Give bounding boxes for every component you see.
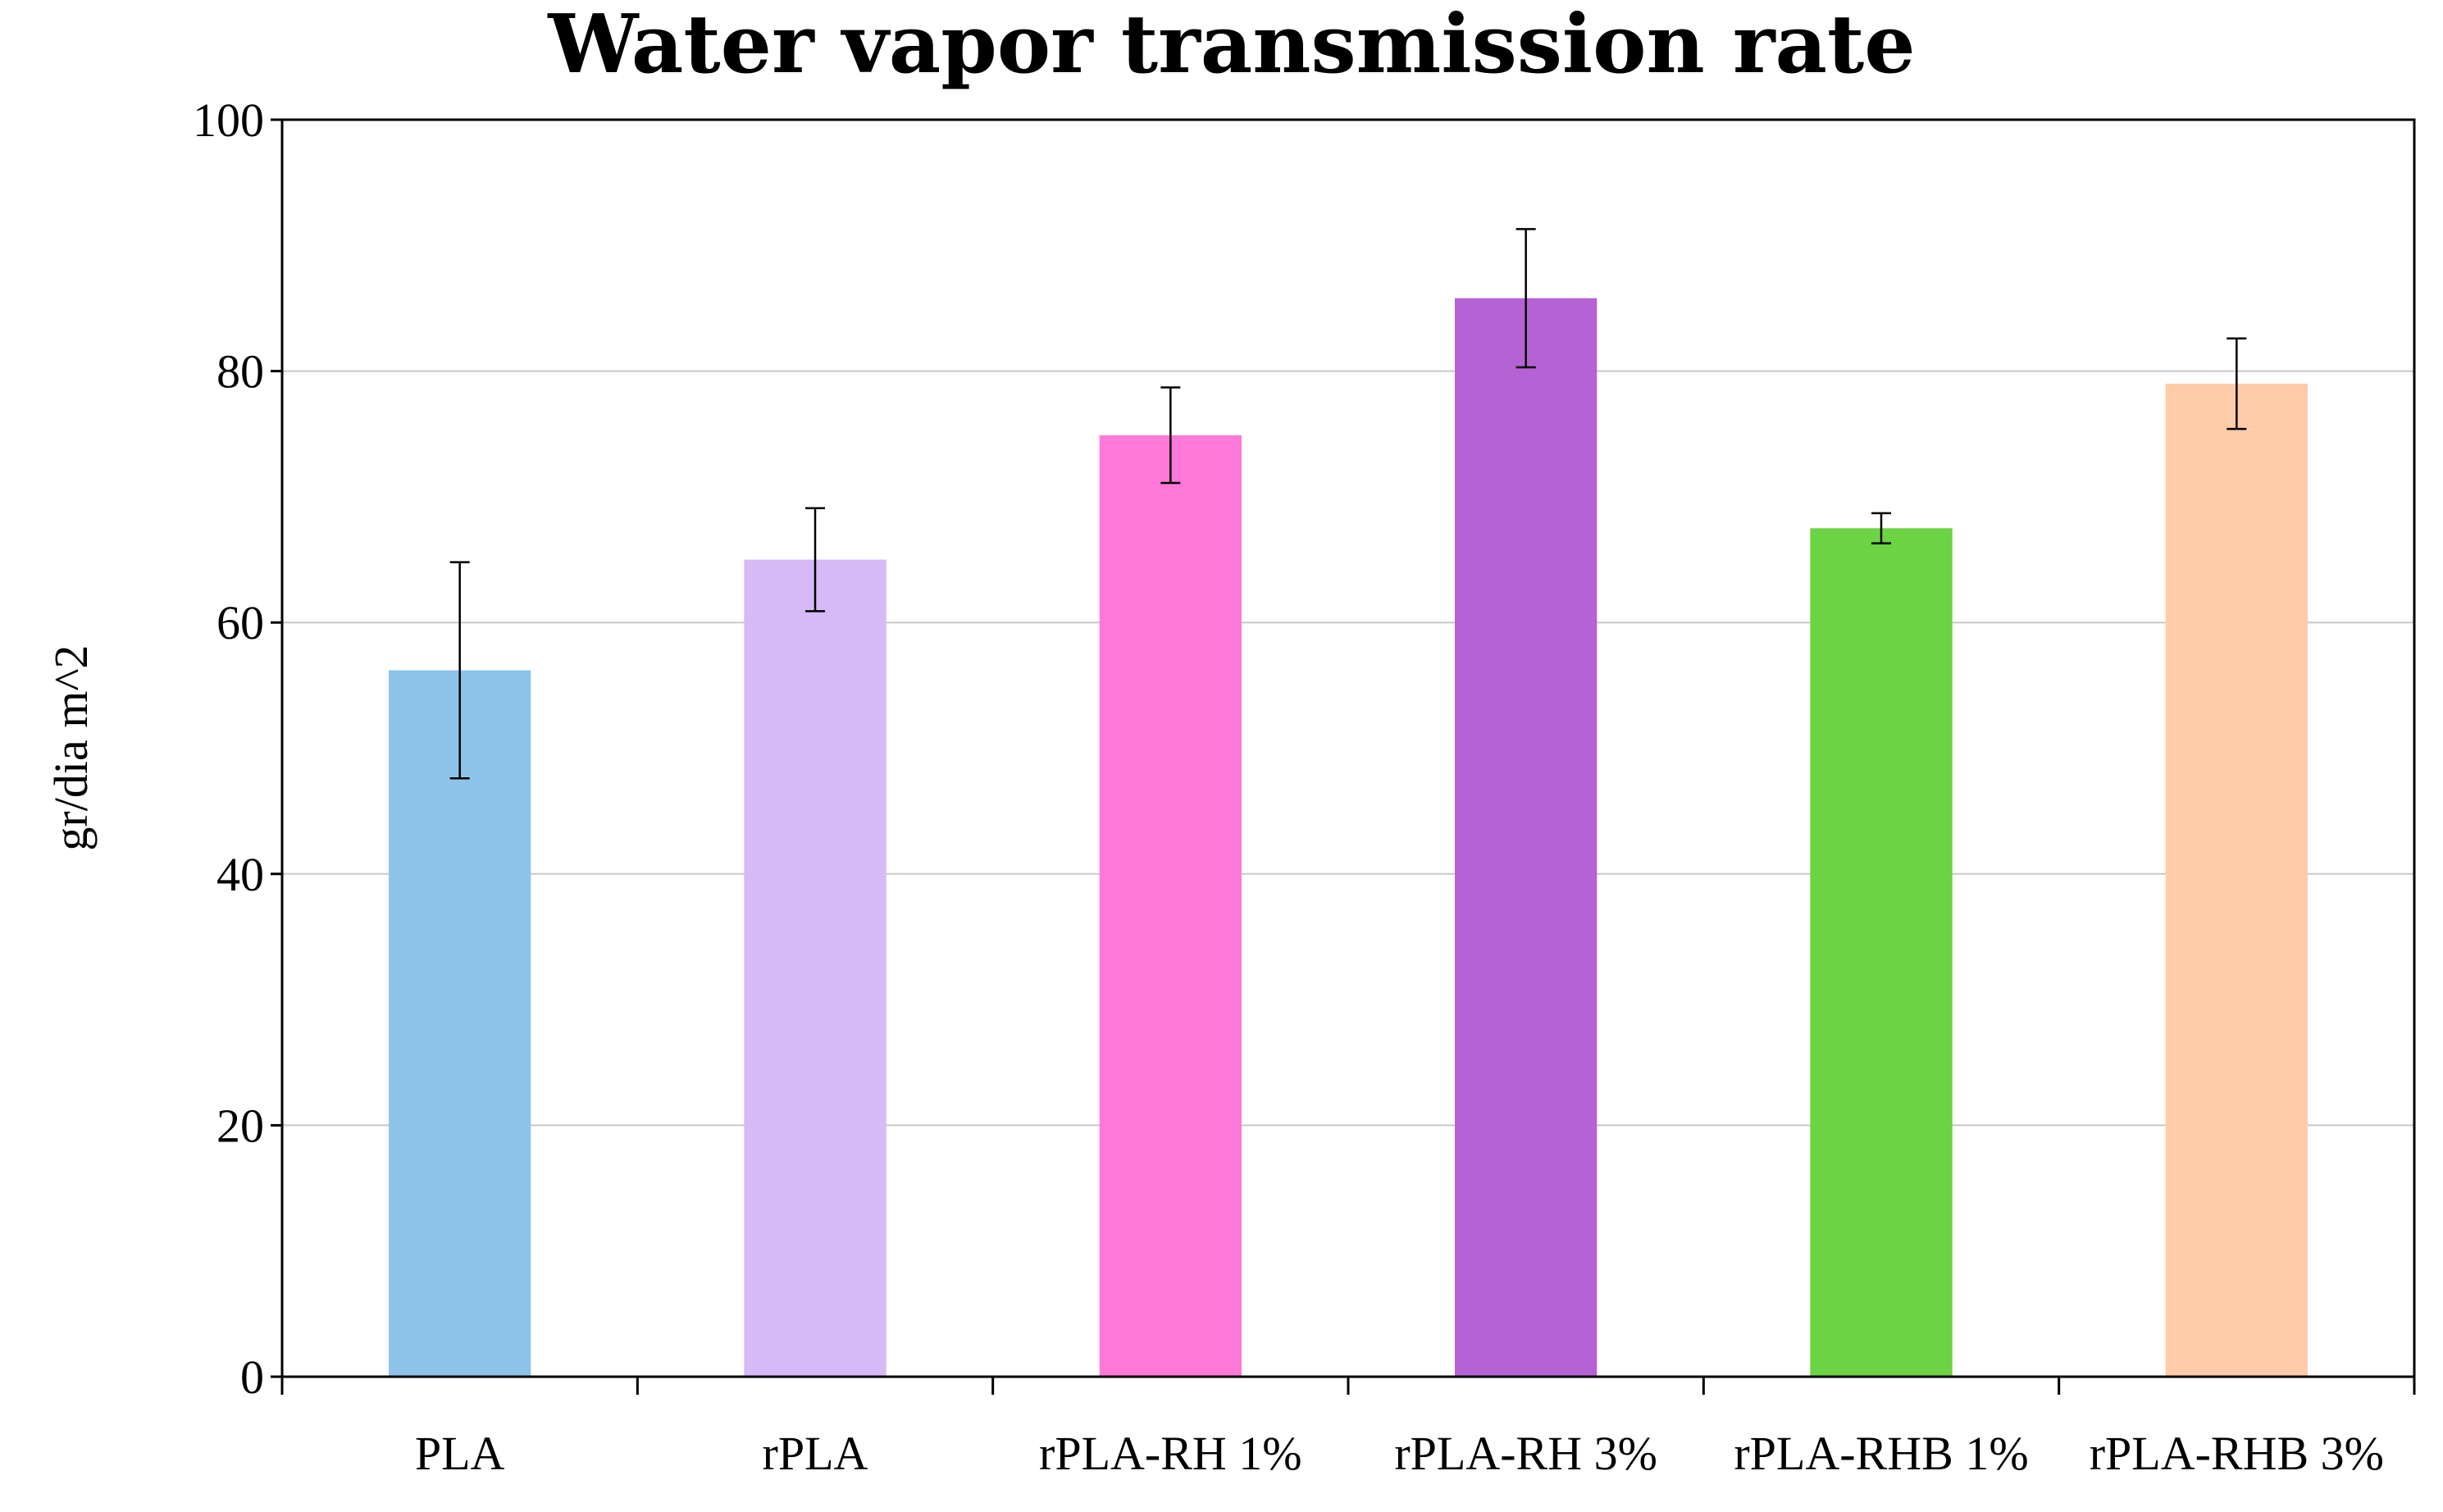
y-tick-label: 20 [216, 1099, 264, 1152]
plot-frame [280, 118, 2416, 1378]
bars [389, 298, 2308, 1378]
x-category-label: rPLA [763, 1427, 868, 1480]
error-bars [449, 228, 2247, 780]
x-axis-ticks: PLA rPLA rPLA-RH 1% rPLA-RH 3% rPLA-RHB 1% rP… [280, 1377, 2416, 1480]
gridlines [282, 370, 2414, 1127]
y-tick-label: 80 [216, 345, 264, 398]
y-tick-label: 100 [193, 93, 264, 147]
chart-title: Water vapor transmission rate [547, 0, 1915, 92]
y-tick-label: 60 [216, 596, 264, 649]
bar-rPLA-RH 1% [1099, 435, 1242, 1378]
y-axis-ticks: 0 20 40 60 80 100 [193, 93, 282, 1404]
bar-rPLA [744, 559, 886, 1377]
bar-PLA [389, 670, 531, 1377]
x-category-label: PLA [415, 1427, 505, 1480]
y-axis-label: gr/dia m^2 [44, 644, 98, 850]
x-category-label: rPLA-RH 1% [1039, 1427, 1302, 1480]
y-tick-label: 40 [216, 848, 264, 901]
y-tick-label: 0 [240, 1350, 264, 1404]
bar-rPLA-RHB 3% [2165, 383, 2308, 1378]
x-category-label: rPLA-RH 3% [1394, 1427, 1657, 1480]
x-category-label: rPLA-RHB 3% [2090, 1427, 2384, 1480]
bar-rPLA-RHB 1% [1810, 528, 1953, 1377]
bar-rPLA-RH 3% [1455, 298, 1598, 1377]
x-category-label: rPLA-RHB 1% [1734, 1427, 2028, 1480]
